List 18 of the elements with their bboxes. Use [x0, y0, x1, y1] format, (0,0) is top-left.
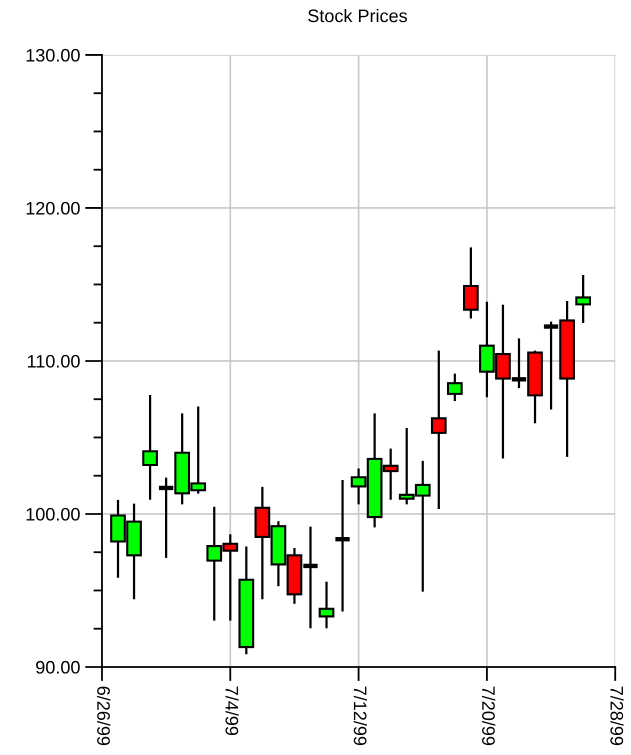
- chart-title: Stock Prices: [308, 8, 407, 22]
- y-tick-label: 110.00: [28, 354, 80, 368]
- candlestick: [575, 274, 592, 324]
- y-tick-label: 130.00: [26, 48, 80, 62]
- x-tick-label: 7/28/99: [610, 686, 624, 746]
- x-tick-label: 7/4/99: [225, 686, 239, 736]
- y-tick-label: 90.00: [36, 660, 80, 674]
- candlestick: [446, 374, 463, 402]
- y-tick-label: 100.00: [26, 508, 80, 521]
- x-tick-label: 7/12/99: [354, 686, 368, 746]
- x-tick-label: 6/26/99: [97, 686, 110, 746]
- candlestick: [430, 350, 447, 509]
- candlestick: [463, 247, 479, 318]
- candlestick: [142, 395, 158, 500]
- candlestick: [335, 480, 350, 612]
- x-tick-label: 7/20/99: [482, 686, 496, 746]
- y-tick-label: 120.00: [26, 202, 80, 215]
- candlestick: [318, 582, 334, 628]
